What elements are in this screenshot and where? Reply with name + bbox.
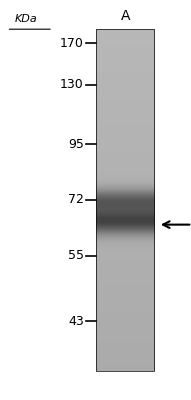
Text: A: A (121, 9, 130, 23)
Text: 43: 43 (68, 315, 84, 328)
Text: 170: 170 (60, 36, 84, 50)
Text: 130: 130 (60, 78, 84, 91)
Text: 95: 95 (68, 138, 84, 151)
Text: 55: 55 (68, 249, 84, 262)
Bar (96, 29, 154, 371)
Text: 72: 72 (68, 194, 84, 206)
Text: KDa: KDa (15, 14, 38, 24)
